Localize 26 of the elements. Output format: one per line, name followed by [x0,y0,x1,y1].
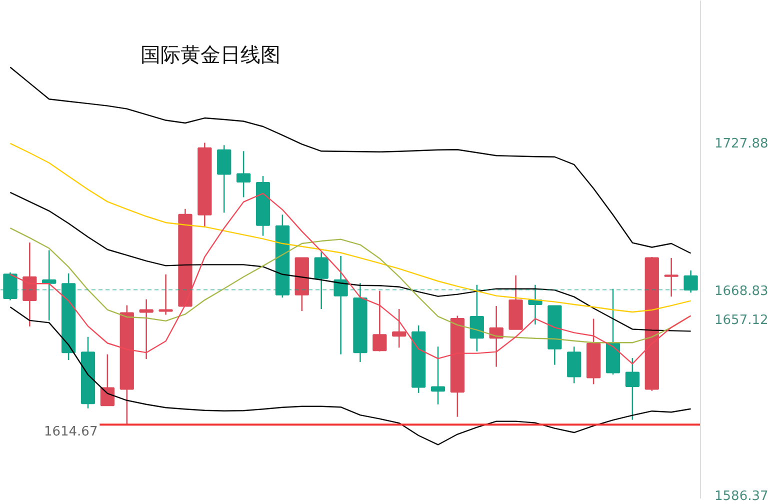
line-series [10,192,692,332]
candlestick [664,257,678,298]
candlestick [3,272,18,301]
text: 国际黄金日线图 [140,42,280,66]
line-series [10,306,692,446]
candlestick [470,284,484,352]
line-series [10,66,692,254]
candlestick [625,357,640,420]
candlestick [217,144,232,214]
candlestick [158,274,173,316]
candlestick [392,308,406,348]
y-tick-label: 1727.88 [714,136,768,152]
candlestick [430,346,446,406]
candlestick [334,255,348,355]
candlestick [684,270,698,294]
line-series [10,142,692,313]
ref-line-label: 1668.83 [714,284,768,299]
candlestick [100,354,115,406]
candlestick [372,290,387,352]
y-tick-label: 1586.37 [714,489,768,504]
candlestick [22,242,37,328]
candlestick [236,150,251,198]
line-series [10,192,692,364]
candlestick [314,252,328,310]
y-tick-label: 1657.12 [714,312,768,328]
ref-line-label: 1614.67 [44,424,98,440]
